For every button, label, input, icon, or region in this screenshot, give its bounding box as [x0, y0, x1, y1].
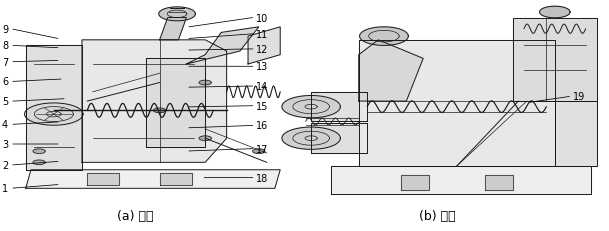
Text: 15: 15 [256, 101, 268, 111]
Polygon shape [359, 41, 555, 166]
Polygon shape [311, 124, 367, 153]
Text: 5: 5 [2, 97, 8, 107]
Polygon shape [26, 46, 82, 170]
Text: 1: 1 [2, 183, 8, 193]
Polygon shape [186, 28, 259, 65]
Polygon shape [540, 7, 570, 19]
Text: 6: 6 [2, 77, 8, 87]
Text: 3: 3 [2, 139, 8, 149]
Polygon shape [146, 59, 205, 148]
Text: 9: 9 [2, 25, 8, 35]
Polygon shape [555, 102, 597, 166]
Polygon shape [24, 103, 83, 126]
Polygon shape [401, 176, 429, 190]
Text: 2: 2 [2, 160, 8, 170]
Polygon shape [485, 176, 513, 190]
Text: (a) 正向: (a) 正向 [117, 209, 153, 222]
Text: 7: 7 [2, 57, 8, 67]
Polygon shape [82, 41, 227, 163]
Polygon shape [282, 128, 340, 150]
Text: 14: 14 [256, 82, 268, 92]
Polygon shape [160, 174, 192, 185]
Polygon shape [359, 28, 408, 46]
Polygon shape [199, 136, 211, 141]
Polygon shape [331, 166, 591, 194]
Text: 8: 8 [2, 41, 8, 51]
Text: 13: 13 [256, 62, 268, 72]
Text: 18: 18 [256, 173, 268, 183]
Polygon shape [253, 149, 265, 154]
Polygon shape [26, 170, 280, 188]
Polygon shape [513, 18, 597, 102]
Polygon shape [153, 109, 166, 113]
Text: (b) 逆向: (b) 逆向 [419, 209, 456, 222]
Polygon shape [33, 160, 45, 165]
Polygon shape [199, 81, 211, 85]
Text: 10: 10 [256, 13, 268, 24]
Polygon shape [359, 41, 423, 102]
Text: 11: 11 [256, 30, 268, 40]
Polygon shape [160, 18, 186, 41]
Polygon shape [311, 92, 367, 122]
Polygon shape [282, 96, 340, 118]
Polygon shape [33, 149, 45, 154]
Polygon shape [87, 174, 119, 185]
Polygon shape [159, 8, 195, 22]
Text: 17: 17 [256, 144, 268, 154]
Text: 19: 19 [572, 92, 585, 102]
Text: 12: 12 [256, 45, 268, 55]
Text: 4: 4 [2, 120, 8, 130]
Text: 16: 16 [256, 121, 268, 131]
Polygon shape [248, 28, 280, 65]
